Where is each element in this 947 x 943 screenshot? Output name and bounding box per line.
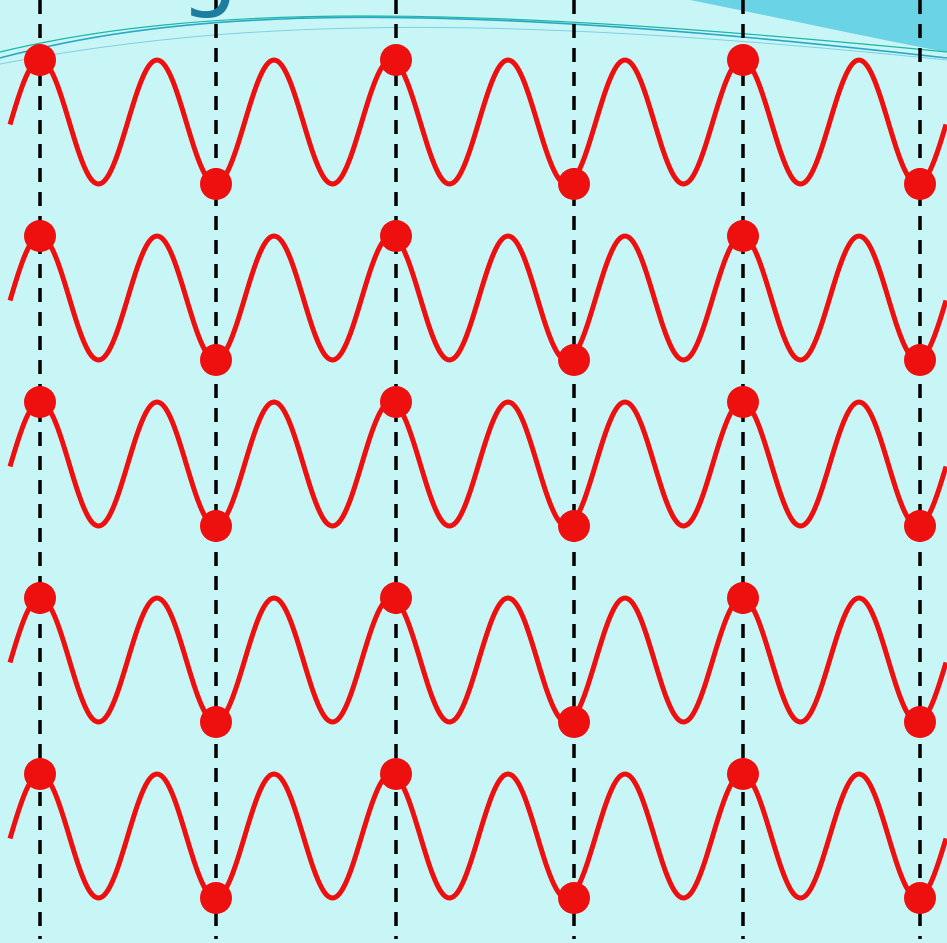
wave-line — [7, 595, 947, 725]
trough-marker-dot — [904, 882, 936, 914]
guide-line-group — [38, 0, 922, 939]
crest-marker-dot — [727, 582, 759, 614]
wave-line — [7, 57, 947, 187]
banner-line — [0, 15, 947, 53]
banner-line — [0, 16, 947, 59]
crest-marker-dot — [380, 386, 412, 418]
crest-marker-dot — [24, 220, 56, 252]
crest-marker-dot — [380, 582, 412, 614]
crest-marker-dot — [24, 758, 56, 790]
header-banner — [0, 0, 947, 65]
trough-marker-dot — [904, 510, 936, 542]
crest-marker-dot — [380, 44, 412, 76]
wave-line — [7, 233, 947, 363]
crest-marker-dot — [24, 582, 56, 614]
trough-marker-dot — [904, 706, 936, 738]
trough-marker-dot — [200, 706, 232, 738]
crest-marker-dot — [727, 220, 759, 252]
trough-marker-dot — [558, 706, 590, 738]
trough-marker-dot — [200, 344, 232, 376]
marker-dot-group — [24, 44, 936, 914]
trough-marker-dot — [558, 882, 590, 914]
trough-marker-dot — [200, 882, 232, 914]
crest-marker-dot — [727, 758, 759, 790]
trough-marker-dot — [200, 168, 232, 200]
crest-marker-dot — [24, 44, 56, 76]
wave-line — [7, 399, 947, 529]
crest-marker-dot — [380, 220, 412, 252]
trough-marker-dot — [558, 510, 590, 542]
wave-line — [7, 771, 947, 901]
trough-marker-dot — [904, 168, 936, 200]
trough-marker-dot — [558, 168, 590, 200]
trough-marker-dot — [558, 344, 590, 376]
trough-marker-dot — [200, 510, 232, 542]
banner-shape — [690, 0, 947, 52]
crest-marker-dot — [727, 386, 759, 418]
wave-group — [7, 57, 947, 901]
slide-title-fragment: g — [180, 0, 238, 14]
trough-marker-dot — [904, 344, 936, 376]
banner-line — [0, 26, 947, 65]
crest-marker-dot — [727, 44, 759, 76]
crest-marker-dot — [24, 386, 56, 418]
crest-marker-dot — [380, 758, 412, 790]
